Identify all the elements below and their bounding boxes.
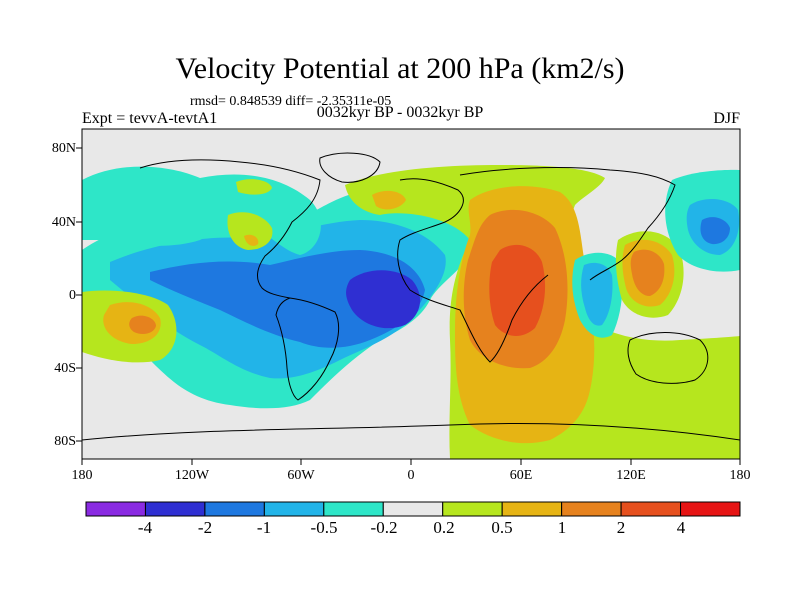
lat-label-0: 0 bbox=[69, 288, 76, 303]
coastline-australia bbox=[627, 332, 709, 384]
contour-neg-0.5-maritime bbox=[581, 262, 613, 326]
coastline-south-america bbox=[275, 297, 340, 401]
contour-pos-0.2-arctic bbox=[236, 179, 272, 195]
colorbar-box-0 bbox=[85, 501, 146, 517]
axis-ticks bbox=[76, 147, 741, 465]
lon-label-180e: 180 bbox=[729, 468, 751, 483]
colorbar-box-8 bbox=[561, 501, 622, 517]
season-label: DJF bbox=[713, 110, 740, 127]
contour-neg-1-northpacific bbox=[700, 217, 730, 245]
colorbar-label-0.2: 0.2 bbox=[433, 518, 455, 537]
period-label: 0032kyr BP - 0032kyr BP bbox=[316, 104, 484, 121]
lon-label-60e: 60E bbox=[509, 468, 533, 483]
colorbar-label-minus-2: -2 bbox=[197, 518, 213, 537]
colorbar-box-5 bbox=[382, 501, 444, 517]
lon-label-180w: 180 bbox=[71, 468, 93, 483]
colorbar-label-minus-1: -1 bbox=[256, 518, 272, 537]
stats-text: rmsd= 0.848539 diff= -2.35311e-05 bbox=[190, 94, 392, 109]
lat-label-40n: 40N bbox=[51, 215, 76, 230]
velocity-potential-field bbox=[82, 129, 740, 459]
lon-label-60w: 60W bbox=[287, 468, 315, 483]
lon-label-120e: 120E bbox=[616, 468, 646, 483]
lon-label-0: 0 bbox=[407, 468, 415, 483]
coastline-europe-africa bbox=[397, 178, 549, 363]
colorbar-box-10 bbox=[680, 501, 741, 517]
lon-label-120w: 120W bbox=[174, 468, 210, 483]
colorbar-box-6 bbox=[442, 501, 503, 517]
figure-title: Velocity Potential at 200 hPa (km2/s) bbox=[175, 52, 625, 85]
colorbar-box-4 bbox=[323, 501, 384, 517]
lat-label-80s: 80S bbox=[54, 434, 76, 449]
colorbar-box-1 bbox=[144, 501, 206, 517]
colorbar-box-9 bbox=[620, 501, 682, 517]
colorbar-label-minus-4: -4 bbox=[137, 518, 153, 537]
contour-pos-1-southpacific bbox=[129, 315, 156, 334]
contour-pos-0.5-northatlantic bbox=[372, 190, 406, 210]
colorbar-label-0.5: 0.5 bbox=[491, 518, 513, 537]
lat-label-80n: 80N bbox=[51, 141, 76, 156]
coastline-asia bbox=[459, 167, 676, 281]
coastline-north-america bbox=[139, 159, 321, 299]
contour-pos-2-east bbox=[489, 244, 546, 336]
colorbar bbox=[85, 501, 741, 517]
coastline-greenland bbox=[319, 152, 381, 183]
colorbar-label-1: 1 bbox=[557, 518, 567, 537]
colorbar-box-7 bbox=[501, 501, 563, 517]
colorbar-label-4: 4 bbox=[676, 518, 686, 537]
contour-pos-0.2-northamerica bbox=[227, 212, 273, 250]
coastline-antarctica bbox=[82, 422, 740, 441]
contour-pos-1-westpacific bbox=[630, 249, 665, 296]
colorbar-label-minus-0.2: -0.2 bbox=[370, 518, 398, 537]
colorbar-label-minus-0.5: -0.5 bbox=[310, 518, 338, 537]
lat-label-40s: 40S bbox=[54, 361, 76, 376]
coastlines bbox=[82, 152, 740, 441]
colorbar-label-2: 2 bbox=[616, 518, 626, 537]
contour-pos-0.5-northamerica bbox=[244, 234, 259, 246]
contour-neg-2-west bbox=[346, 270, 421, 329]
colorbar-box-2 bbox=[204, 501, 265, 517]
experiment-label: Expt = tevvA-tevtA1 bbox=[82, 110, 218, 127]
colorbar-box-3 bbox=[263, 501, 325, 517]
